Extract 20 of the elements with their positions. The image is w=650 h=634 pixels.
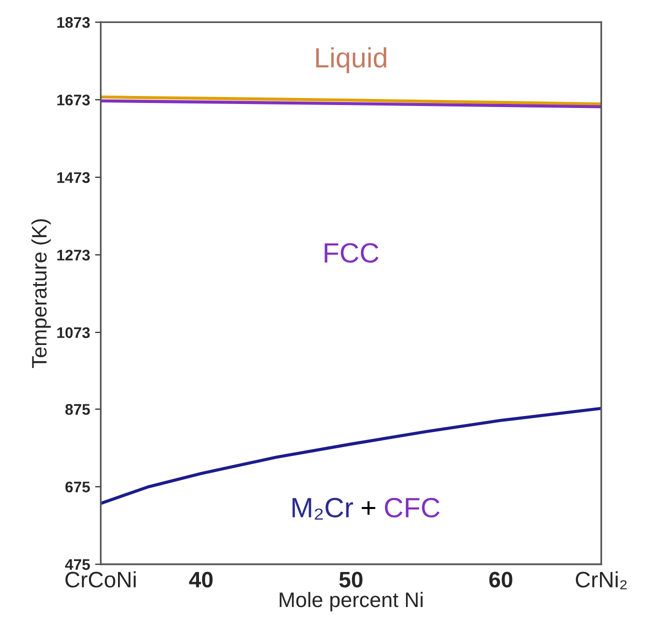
x-tick-label: 60 <box>489 572 512 588</box>
y-tick-label: 875 <box>65 404 90 415</box>
annotation: Liquid <box>316 47 386 74</box>
y-tick-label: 1673 <box>57 94 90 106</box>
x-axis-title: Mole percent Ni <box>280 592 423 612</box>
annotation: M₂Cr <box>292 498 354 520</box>
x-tick-label: 50 <box>339 572 362 588</box>
y-tick-label: 475 <box>65 559 90 570</box>
y-tick-label: 675 <box>65 482 90 492</box>
annotation: FCC <box>324 243 378 263</box>
y-tick-label: 1873 <box>57 17 90 28</box>
annotation: + <box>362 501 376 515</box>
annotation: CFC <box>384 498 440 518</box>
y-tick-label: 1273 <box>57 250 90 261</box>
x-tick-label: CrCoNi <box>65 571 136 588</box>
y-tick-label: 1073 <box>57 327 90 338</box>
y-tick-label: 1473 <box>57 172 90 183</box>
x-tick-label: 40 <box>189 572 213 588</box>
y-axis-title: Temperature (K) <box>31 219 51 368</box>
x-tick-label: CrNi₂ <box>576 571 627 590</box>
